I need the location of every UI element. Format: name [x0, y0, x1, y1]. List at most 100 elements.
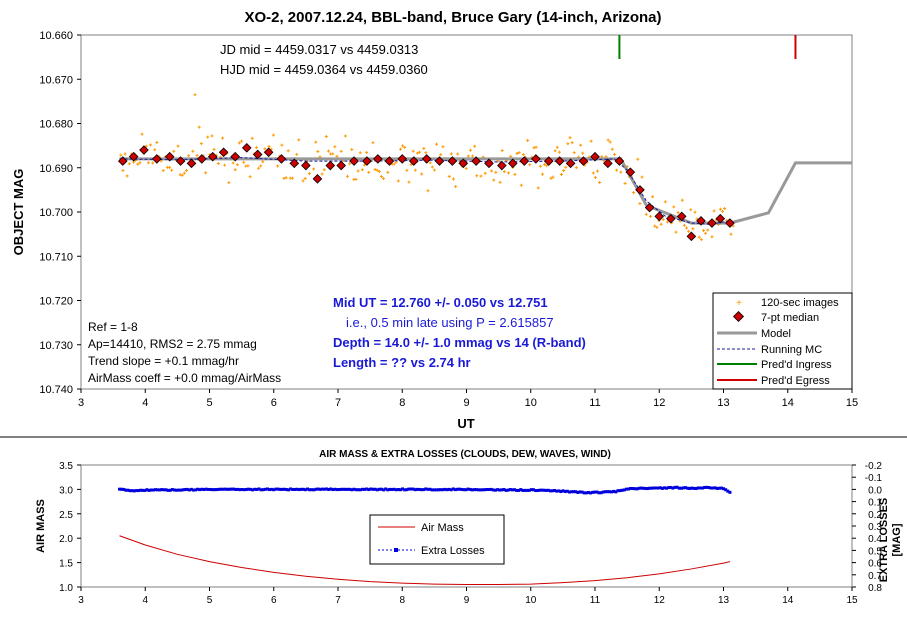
extra-losses-point	[447, 487, 451, 491]
extra-losses-point	[717, 486, 721, 490]
top-plot-content	[117, 35, 852, 242]
extra-losses-point	[728, 490, 732, 494]
bottom-x-tick-label: 3	[78, 595, 84, 606]
bottom-y-tick-label: 3.0	[59, 485, 73, 496]
bottom-x-tick-label: 14	[782, 595, 794, 606]
extra-losses-point	[563, 490, 567, 494]
extra-losses-point	[120, 487, 124, 491]
extra-losses-point	[221, 487, 225, 491]
extra-losses-point	[386, 488, 390, 492]
legend-label-ingress: Pred'd Ingress	[761, 359, 832, 371]
extra-losses-point	[692, 486, 696, 490]
extra-losses-point	[637, 486, 641, 490]
extra-losses-point	[496, 488, 500, 492]
annotation-hjd: HJD mid = 4459.0364 vs 4459.0360	[220, 62, 428, 77]
annotation-trend: Trend slope = +0.1 mmag/hr	[88, 354, 239, 368]
extra-losses-point	[565, 489, 569, 493]
extra-losses-point	[200, 487, 204, 491]
extra-losses-point	[627, 487, 631, 491]
annotation-late: i.e., 0.5 min late using P = 2.615857	[346, 315, 554, 330]
top-y-tick-label: 10.730	[39, 340, 73, 352]
bottom-y2-tick-label: 0.1	[868, 498, 882, 509]
extra-losses-point	[542, 488, 546, 492]
top-y-axis-label: OBJECT MAG	[11, 169, 26, 256]
extra-losses-point	[508, 488, 512, 492]
bottom-y-tick-label: 1.5	[59, 559, 73, 570]
extra-losses-point	[567, 490, 571, 494]
extra-losses-point	[544, 488, 548, 492]
extra-losses-point	[363, 487, 367, 491]
median-point	[336, 160, 347, 171]
extra-losses-point	[392, 487, 396, 491]
extra-losses-point	[331, 488, 335, 492]
top-y-tick-label: 10.680	[39, 119, 73, 131]
extra-losses-point	[181, 488, 185, 492]
extra-losses-point	[694, 487, 698, 491]
bottom-x-tick-label: 11	[590, 595, 601, 606]
extra-losses-point	[679, 486, 683, 490]
extra-losses-point	[677, 486, 681, 490]
bottom-x-tick-label: 8	[399, 595, 405, 606]
top-x-tick-label: 7	[335, 397, 341, 409]
top-y-tick-label: 10.690	[39, 163, 73, 175]
top-x-tick-label: 10	[525, 397, 537, 409]
extra-losses-point	[633, 487, 637, 491]
bottom-y2-tick-label: 0.0	[868, 485, 882, 496]
extra-losses-point	[665, 486, 669, 490]
annotation-ref: Ref = 1-8	[88, 320, 138, 334]
extra-losses-point	[487, 488, 491, 492]
extra-losses-point	[449, 488, 453, 492]
extra-losses-point	[335, 488, 339, 492]
top-x-tick-label: 13	[717, 397, 729, 409]
top-y-tick-label: 10.710	[39, 251, 73, 263]
extra-losses-point	[420, 488, 424, 492]
extra-losses-point	[346, 487, 350, 491]
extra-losses-point	[726, 489, 730, 493]
extra-losses-point	[500, 488, 504, 492]
extra-losses-point	[470, 488, 474, 492]
extra-losses-point	[177, 488, 181, 492]
legend-marker-median	[732, 310, 745, 323]
extra-losses-point	[339, 487, 343, 491]
extra-losses-point	[139, 488, 143, 492]
top-x-tick-label: 4	[142, 397, 148, 409]
extra-losses-point	[257, 487, 261, 491]
extra-losses-point	[453, 488, 457, 492]
top-x-tick-label: 5	[206, 397, 212, 409]
bottom-y2-tick-label: 0.8	[868, 583, 882, 594]
extra-losses-point	[141, 488, 145, 492]
extra-losses-point	[491, 488, 495, 492]
extra-losses-point	[472, 488, 476, 492]
median-point	[373, 154, 383, 164]
extra-losses-point	[202, 487, 206, 491]
extra-losses-point	[325, 487, 329, 491]
extra-losses-point	[553, 489, 557, 493]
extra-losses-point	[196, 487, 200, 491]
extra-losses-point	[608, 490, 612, 494]
extra-losses-point	[371, 487, 375, 491]
extra-losses-point	[310, 488, 314, 492]
extra-losses-point	[137, 489, 141, 493]
extra-losses-point	[703, 485, 707, 489]
extra-losses-point	[149, 488, 153, 492]
extra-losses-point	[162, 488, 166, 492]
extra-losses-point	[122, 487, 126, 491]
extra-losses-point	[308, 488, 312, 492]
extra-losses-point	[443, 487, 447, 491]
extra-losses-point	[253, 487, 257, 491]
extra-losses-point	[223, 487, 227, 491]
extra-losses-point	[411, 487, 415, 491]
extra-losses-point	[284, 488, 288, 492]
extra-losses-point	[303, 488, 307, 492]
extra-losses-point	[502, 488, 506, 492]
extra-losses-point	[455, 487, 459, 491]
extra-losses-point	[405, 488, 409, 492]
legend-label-running-mc: Running MC	[761, 344, 822, 356]
extra-losses-point	[384, 487, 388, 491]
extra-losses-point	[424, 487, 428, 491]
extra-losses-point	[274, 487, 278, 491]
top-x-tick-label: 6	[271, 397, 277, 409]
extra-losses-point	[481, 488, 485, 492]
bottom-plot-content	[118, 485, 732, 586]
extra-losses-point	[166, 488, 170, 492]
